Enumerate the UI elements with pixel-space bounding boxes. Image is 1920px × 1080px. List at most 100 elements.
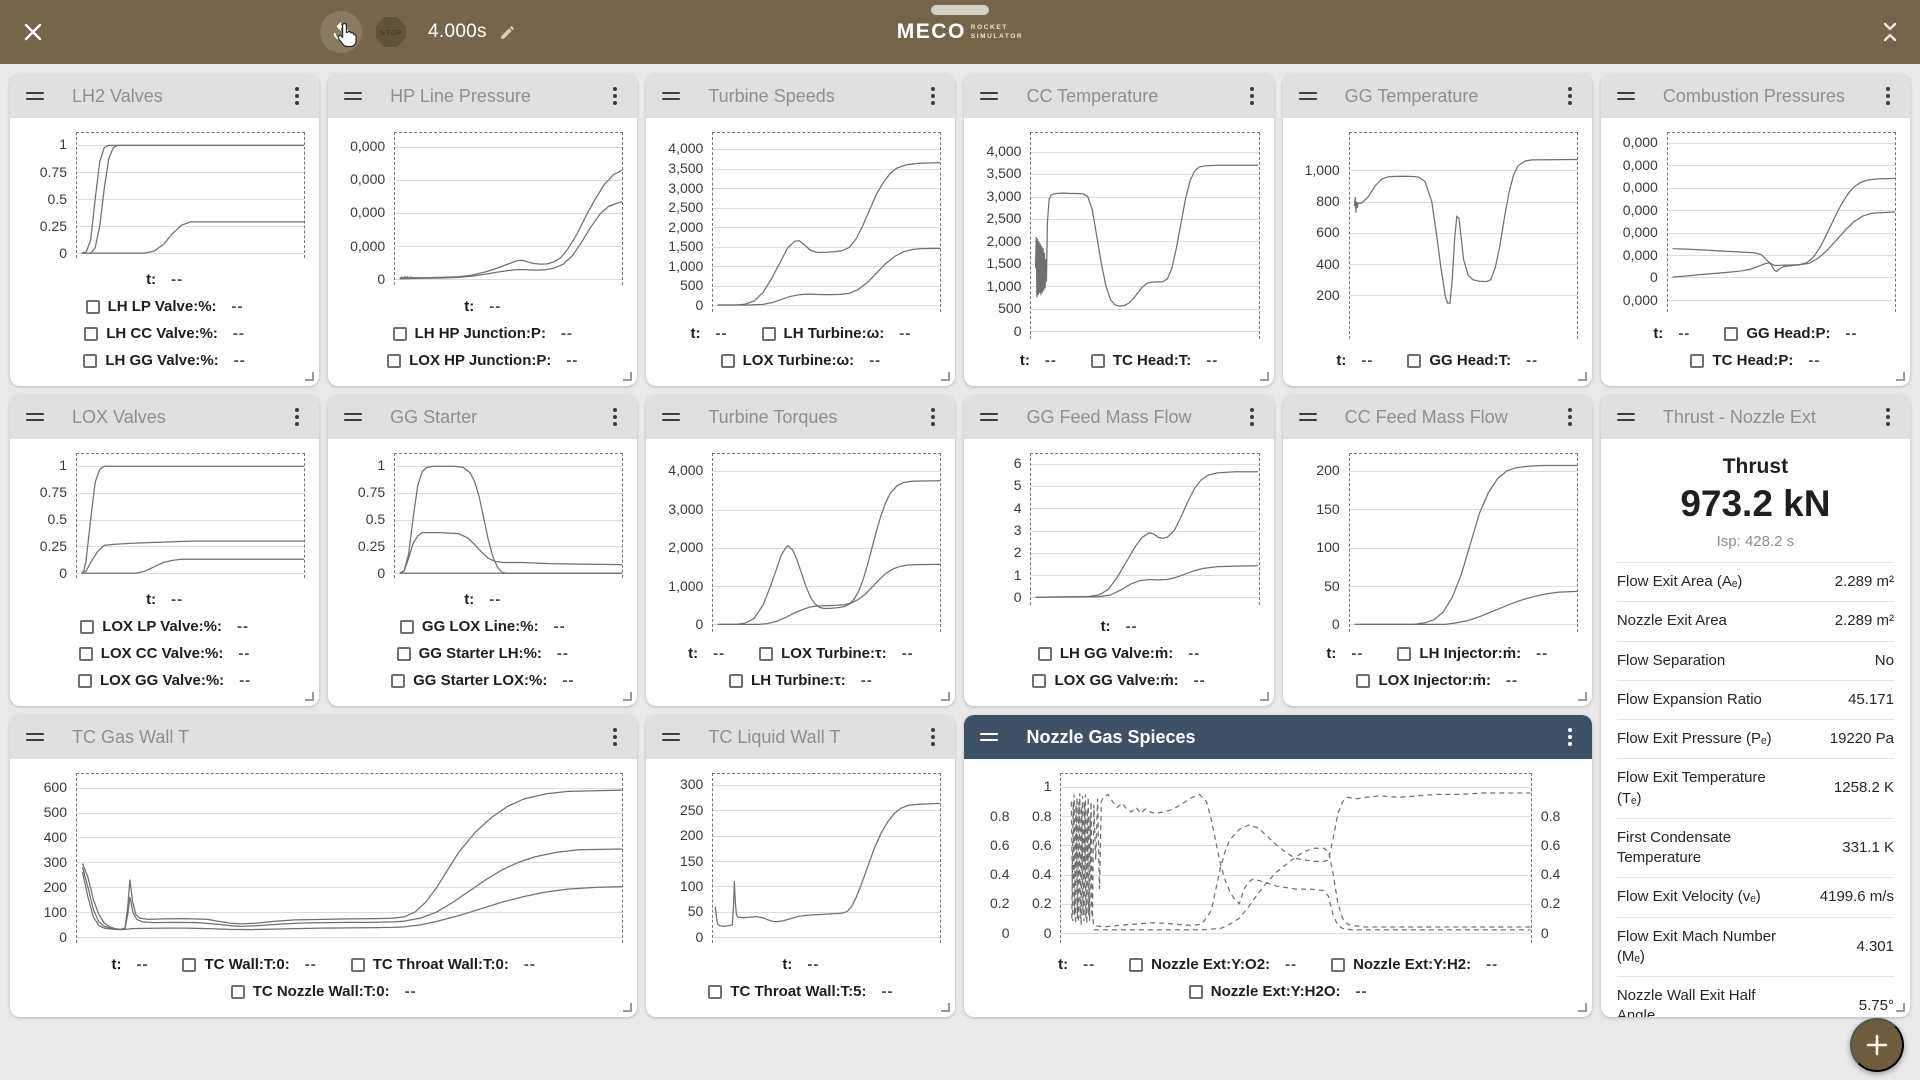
legend-checkbox[interactable] bbox=[1090, 353, 1105, 368]
drag-handle-icon[interactable] bbox=[662, 733, 681, 741]
legend-checkbox[interactable] bbox=[350, 957, 365, 972]
legend-checkbox[interactable] bbox=[387, 353, 402, 368]
panel-header[interactable]: HP Line Pressure bbox=[328, 74, 638, 118]
resize-handle[interactable] bbox=[1259, 372, 1269, 381]
panel-menu-button[interactable] bbox=[609, 83, 621, 109]
resize-handle[interactable] bbox=[1895, 1003, 1905, 1012]
panel-menu-button[interactable] bbox=[927, 83, 939, 109]
panel-header[interactable]: GG Starter bbox=[328, 395, 638, 439]
panel-header[interactable]: LH2 Valves bbox=[10, 74, 320, 118]
legend-checkbox[interactable] bbox=[720, 353, 735, 368]
panel-header[interactable]: Thrust - Nozzle Ext bbox=[1600, 395, 1910, 439]
legend-checkbox[interactable] bbox=[1724, 326, 1739, 341]
panel-menu-button[interactable] bbox=[927, 724, 939, 750]
panel-header[interactable]: Combustion Pressures bbox=[1600, 74, 1910, 118]
drag-handle-icon[interactable] bbox=[26, 733, 44, 741]
legend-checkbox[interactable] bbox=[1331, 957, 1346, 972]
resize-handle[interactable] bbox=[941, 1003, 951, 1012]
resize-handle[interactable] bbox=[623, 372, 633, 381]
panel-menu-button[interactable] bbox=[927, 404, 939, 430]
panel-menu-button[interactable] bbox=[1564, 404, 1576, 430]
legend-checkbox[interactable] bbox=[759, 646, 774, 661]
legend-checkbox[interactable] bbox=[1129, 957, 1144, 972]
axis-tick-label: 150 bbox=[1316, 500, 1340, 517]
legend-checkbox[interactable] bbox=[1397, 646, 1412, 661]
panel-header[interactable]: CC Temperature bbox=[964, 74, 1274, 118]
panel-header[interactable]: Turbine Speeds bbox=[646, 74, 956, 118]
legend-checkbox[interactable] bbox=[1690, 353, 1705, 368]
edit-time-button[interactable] bbox=[499, 24, 516, 41]
resize-handle[interactable] bbox=[941, 692, 951, 701]
stop-button[interactable]: STOP bbox=[376, 17, 406, 47]
panel-header[interactable]: TC Gas Wall T bbox=[10, 715, 638, 759]
panel-header[interactable]: Nozzle Gas Spieces bbox=[964, 715, 1592, 759]
legend-label: TC Head:P: bbox=[1712, 352, 1794, 369]
legend-checkbox[interactable] bbox=[1407, 353, 1422, 368]
drag-handle-icon[interactable] bbox=[662, 413, 681, 421]
legend-checkbox[interactable] bbox=[1356, 673, 1371, 688]
drag-handle-icon[interactable] bbox=[1298, 92, 1317, 100]
legend-checkbox[interactable] bbox=[708, 984, 723, 999]
drag-handle-icon[interactable] bbox=[980, 413, 999, 421]
panel-header[interactable]: CC Feed Mass Flow bbox=[1282, 395, 1592, 439]
drag-handle-icon[interactable] bbox=[344, 413, 363, 421]
resize-handle[interactable] bbox=[941, 372, 951, 381]
legend-checkbox[interactable] bbox=[392, 326, 407, 341]
legend-checkbox[interactable] bbox=[1037, 646, 1052, 661]
panel-header[interactable]: GG Temperature bbox=[1282, 74, 1592, 118]
drag-handle-icon[interactable] bbox=[26, 413, 44, 421]
replay-button[interactable] bbox=[320, 11, 362, 53]
panel-menu-button[interactable] bbox=[1246, 83, 1258, 109]
resize-handle[interactable] bbox=[1895, 372, 1905, 381]
panel-menu-button[interactable] bbox=[1564, 83, 1576, 109]
drag-handle-icon[interactable] bbox=[1616, 92, 1635, 100]
legend-checkbox[interactable] bbox=[77, 673, 92, 688]
legend-value: -- bbox=[1486, 956, 1499, 973]
close-icon[interactable] bbox=[20, 19, 46, 45]
legend-checkbox[interactable] bbox=[396, 646, 411, 661]
legend-checkbox[interactable] bbox=[84, 326, 99, 341]
legend-checkbox[interactable] bbox=[399, 619, 414, 634]
resize-handle[interactable] bbox=[305, 372, 315, 381]
resize-handle[interactable] bbox=[1577, 372, 1587, 381]
panel-menu-button[interactable] bbox=[1882, 83, 1894, 109]
resize-handle[interactable] bbox=[623, 1003, 633, 1012]
panel-menu-button[interactable] bbox=[1246, 404, 1258, 430]
panel-menu-button[interactable] bbox=[609, 724, 621, 750]
legend-checkbox[interactable] bbox=[78, 646, 93, 661]
legend-checkbox[interactable] bbox=[761, 326, 776, 341]
drag-handle-icon[interactable] bbox=[662, 92, 681, 100]
drag-handle-icon[interactable] bbox=[980, 733, 999, 741]
collapse-bar-icon[interactable] bbox=[1880, 17, 1900, 52]
legend-checkbox[interactable] bbox=[391, 673, 406, 688]
resize-handle[interactable] bbox=[305, 692, 315, 701]
resize-handle[interactable] bbox=[1577, 692, 1587, 701]
drag-handle-icon[interactable] bbox=[344, 92, 363, 100]
resize-handle[interactable] bbox=[1259, 692, 1269, 701]
legend-checkbox[interactable] bbox=[85, 299, 100, 314]
panel-menu-button[interactable] bbox=[1882, 404, 1894, 430]
legend-checkbox[interactable] bbox=[1188, 984, 1203, 999]
panel-header[interactable]: LOX Valves bbox=[10, 395, 320, 439]
legend-checkbox[interactable] bbox=[1032, 673, 1047, 688]
panel-menu-button[interactable] bbox=[291, 83, 303, 109]
legend-checkbox[interactable] bbox=[182, 957, 197, 972]
legend-checkbox[interactable] bbox=[83, 353, 98, 368]
drag-handle-icon[interactable] bbox=[980, 92, 999, 100]
panel-header[interactable]: TC Liquid Wall T bbox=[646, 715, 956, 759]
legend-checkbox[interactable] bbox=[729, 673, 744, 688]
panel-menu-button[interactable] bbox=[291, 404, 303, 430]
drag-handle-icon[interactable] bbox=[1298, 413, 1317, 421]
panel-menu-button[interactable] bbox=[609, 404, 621, 430]
drag-handle-icon[interactable] bbox=[1616, 413, 1635, 421]
panel-menu-button[interactable] bbox=[1564, 724, 1576, 750]
legend-checkbox[interactable] bbox=[230, 984, 245, 999]
drag-handle-icon[interactable] bbox=[26, 92, 44, 100]
panel-header[interactable]: GG Feed Mass Flow bbox=[964, 395, 1274, 439]
resize-handle[interactable] bbox=[1577, 1003, 1587, 1012]
window-drag-pill[interactable] bbox=[931, 5, 989, 15]
panel-header[interactable]: Turbine Torques bbox=[646, 395, 956, 439]
legend-checkbox[interactable] bbox=[80, 619, 95, 634]
resize-handle[interactable] bbox=[623, 692, 633, 701]
add-panel-fab[interactable] bbox=[1850, 1018, 1904, 1072]
